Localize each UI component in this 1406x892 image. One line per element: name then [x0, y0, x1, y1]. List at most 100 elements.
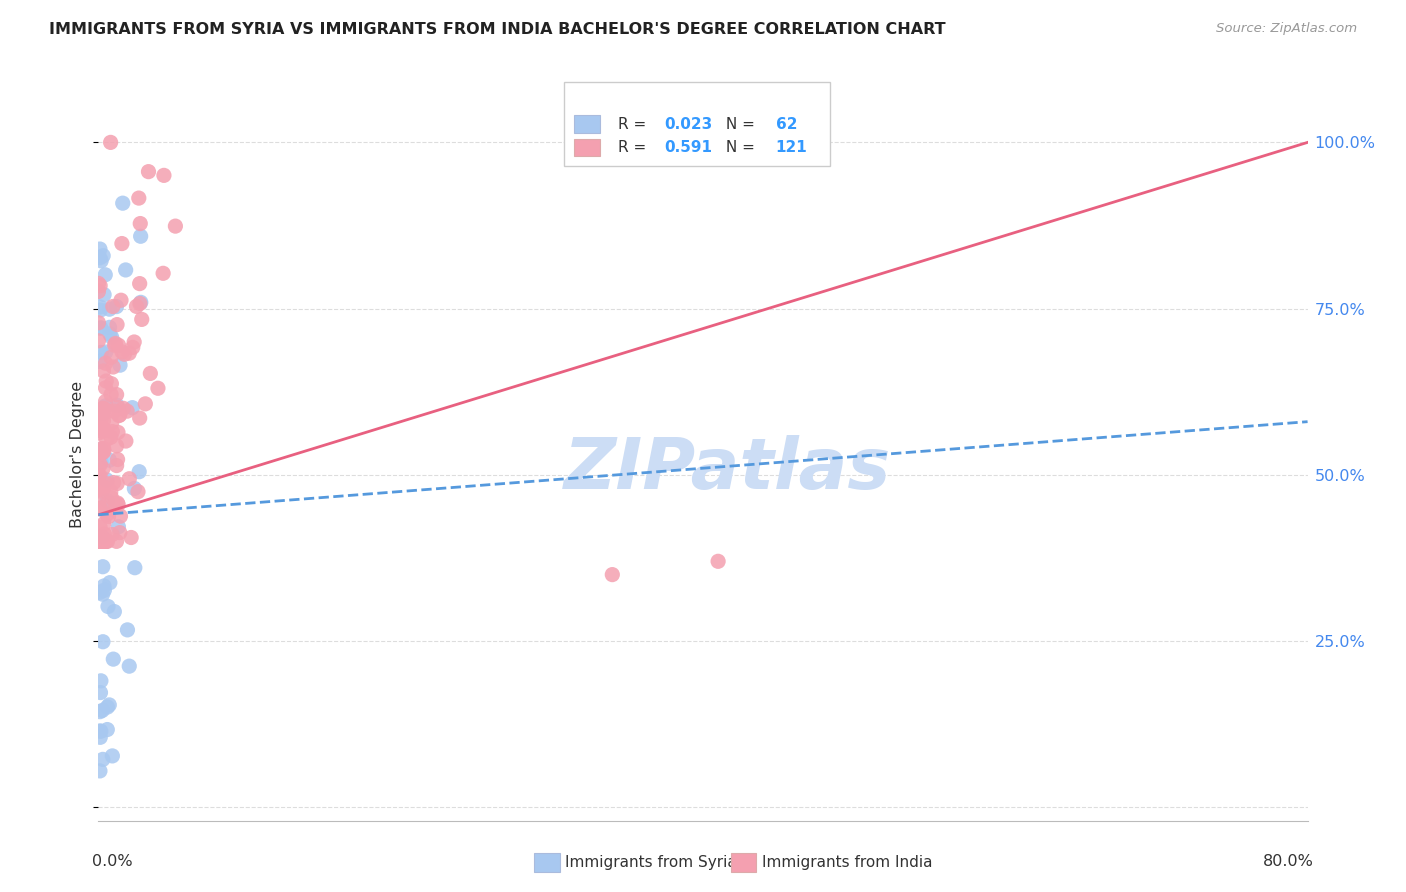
Text: Immigrants from Syria: Immigrants from Syria [565, 855, 737, 870]
Point [105, 534, 128, 549]
Point [96, 700, 118, 714]
Point [110, 509, 132, 524]
Point [115, 434, 138, 448]
Point [118, 346, 141, 360]
Point [105, 439, 128, 453]
Point [125, 299, 148, 313]
Point [103, 475, 125, 490]
Text: 0.023: 0.023 [664, 117, 713, 132]
Text: N =: N = [721, 117, 759, 132]
Point [107, 496, 129, 510]
Point [91, 249, 114, 263]
Point [89, 321, 111, 335]
Point [103, 652, 125, 666]
Point [89, 483, 111, 498]
Point [93, 480, 115, 494]
FancyBboxPatch shape [564, 82, 830, 166]
Point [94, 534, 117, 549]
Point [97, 599, 120, 614]
Point [101, 748, 124, 763]
Point [107, 498, 129, 512]
Point [93, 444, 115, 458]
Point [89, 468, 111, 483]
Point [91, 401, 114, 416]
Point [122, 334, 145, 349]
Point [118, 472, 141, 486]
Point [107, 520, 129, 534]
Point [91, 534, 114, 549]
Point [89, 251, 111, 265]
Point [707, 554, 730, 568]
Point [129, 217, 152, 231]
Point [114, 263, 136, 277]
Text: 62: 62 [776, 117, 797, 132]
Point [98, 320, 121, 334]
Point [90, 424, 112, 438]
Point [96, 723, 118, 737]
Point [602, 567, 624, 582]
FancyBboxPatch shape [574, 115, 600, 133]
Point [107, 452, 129, 467]
Point [98, 575, 121, 590]
Point [91, 530, 114, 544]
Text: 0.0%: 0.0% [93, 854, 134, 869]
Point [91, 534, 114, 549]
Point [89, 520, 111, 534]
Point [93, 423, 115, 437]
Text: ZIPatlas: ZIPatlas [564, 435, 891, 504]
Point [93, 414, 115, 428]
Point [101, 425, 124, 439]
Point [100, 387, 122, 401]
Text: 80.0%: 80.0% [1263, 854, 1313, 869]
Point [93, 527, 115, 541]
Point [97, 509, 120, 524]
Point [124, 482, 146, 496]
Point [89, 482, 111, 496]
Point [104, 338, 127, 352]
Point [91, 703, 114, 717]
Point [103, 605, 125, 619]
Point [100, 136, 122, 150]
Point [128, 277, 150, 291]
Point [111, 345, 134, 359]
Point [87, 495, 110, 509]
Point [94, 399, 117, 413]
Point [107, 338, 129, 352]
Point [96, 534, 118, 549]
Point [108, 409, 131, 423]
Point [105, 318, 128, 332]
Point [91, 752, 114, 766]
Point [87, 285, 110, 299]
Point [89, 458, 111, 472]
Point [96, 476, 118, 491]
Point [96, 433, 118, 447]
Point [93, 401, 115, 416]
Point [128, 411, 150, 425]
Point [118, 659, 141, 673]
Point [89, 354, 111, 368]
Point [128, 465, 150, 479]
Point [165, 219, 187, 234]
Point [89, 501, 111, 516]
Point [93, 481, 115, 495]
Point [105, 398, 128, 412]
Point [91, 407, 114, 421]
Point [91, 634, 114, 648]
Point [94, 534, 117, 549]
Point [153, 169, 176, 183]
Point [89, 303, 111, 318]
Point [129, 295, 152, 310]
Point [96, 496, 118, 510]
Point [91, 406, 114, 420]
Point [90, 442, 112, 456]
Text: 121: 121 [776, 140, 807, 155]
FancyBboxPatch shape [574, 139, 600, 156]
Text: N =: N = [721, 140, 759, 155]
Point [93, 579, 115, 593]
Point [100, 376, 122, 391]
Point [90, 724, 112, 739]
Point [100, 485, 122, 500]
Point [111, 236, 134, 251]
Point [94, 268, 117, 282]
Point [121, 340, 143, 354]
